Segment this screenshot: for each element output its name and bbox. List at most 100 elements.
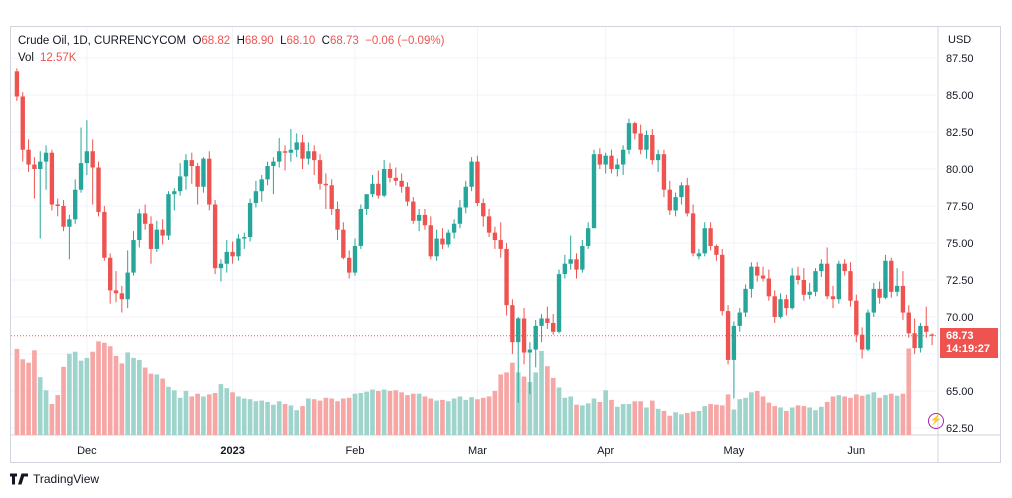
candle-body [504,248,509,306]
candle-body [673,197,678,211]
volume-bar [644,407,649,435]
candle-body [585,228,591,246]
volume-bar [410,393,416,435]
candle-body [469,161,474,187]
candle-body [620,149,626,165]
volume-label: Vol [18,52,34,64]
candle-body [154,229,159,249]
volume-bar [154,374,160,435]
lightning-icon[interactable]: ⚡ [928,413,944,429]
volume-bar [288,405,294,435]
volume-bar [731,409,737,435]
candle-body [929,334,935,336]
candle-body [766,278,772,297]
volume-bar [107,346,113,435]
volume-bar [294,410,300,435]
candle-body [906,312,911,334]
y-tick-label: 85.00 [946,90,974,102]
volume-bar [113,355,119,435]
candle-body [667,189,672,211]
candle-body [405,186,410,202]
volume-bar [463,399,469,435]
volume-bar [865,394,871,435]
volume-bar [346,397,352,435]
bar-countdown: 14:19:27 [946,343,991,355]
candle-body [195,166,200,187]
volume-bar [813,410,818,435]
candle-body [399,180,404,187]
volume-bar [300,406,305,435]
volume-bar [335,401,340,435]
candle-body [43,152,49,162]
candle-body [282,151,288,153]
volume-bar [189,396,195,435]
candle-body [393,177,398,181]
candle-body [644,134,649,150]
candle-body [364,194,369,209]
currency-label[interactable]: USD [948,34,972,46]
candle-body [790,275,795,309]
footer-brand[interactable]: TradingView [10,472,99,486]
volume-bar [708,404,713,435]
candle-body [865,312,871,350]
candle-body [819,263,824,272]
volume-bar [37,377,43,435]
candle-body [259,179,264,192]
volume-bar [370,389,375,435]
volume-bar [282,404,288,435]
candle-body [580,245,585,270]
volume-bar [545,366,550,435]
volume-bar [679,414,684,435]
candle-body [434,238,439,257]
candle-body [731,325,737,360]
candle-body [172,191,177,195]
candle-body [201,158,206,187]
volume-bar [393,390,399,435]
candle-body [755,266,760,276]
volume-bar [550,377,556,435]
volume-bar [14,348,20,435]
volume-bar [311,399,317,435]
candle-body [533,325,538,350]
volume-bar [574,404,579,435]
volume-bar [422,396,428,435]
candle-body [346,257,352,273]
volume-bar [877,397,882,435]
candle-body [422,214,428,226]
candle-body [253,191,259,204]
candle-body [900,285,906,313]
candle-body [859,334,865,350]
candle-body [387,169,393,178]
candle-body [481,203,486,217]
volume-bar [218,384,224,435]
candle-body [795,275,801,280]
candle-body [329,185,334,209]
candle-body [288,149,294,153]
volume-bar [142,367,148,435]
candle-body [446,232,451,245]
volume-bar [43,390,49,435]
low-value: 68.10 [286,35,316,47]
candle-body [67,219,72,227]
volume-bar [475,399,480,435]
volume-bar [341,398,346,435]
volume-bar [690,411,696,435]
volume-bar [609,399,614,435]
candle-body [714,245,719,255]
change-value: −0.06 (−0.09%) [365,35,445,47]
candle-body [142,213,148,224]
volume-bar [504,372,509,435]
candle-body [854,300,859,335]
volume-bar [480,397,486,435]
candle-body [568,259,573,264]
volume-bar [171,390,177,435]
x-tick-label: May [724,445,745,457]
volume-bar [49,404,55,435]
volume-bar [236,396,241,435]
candle-body [778,299,783,317]
close-value: 68.73 [329,35,359,47]
candle-body [603,155,608,165]
candle-body [702,228,707,254]
candle-body [655,154,661,161]
